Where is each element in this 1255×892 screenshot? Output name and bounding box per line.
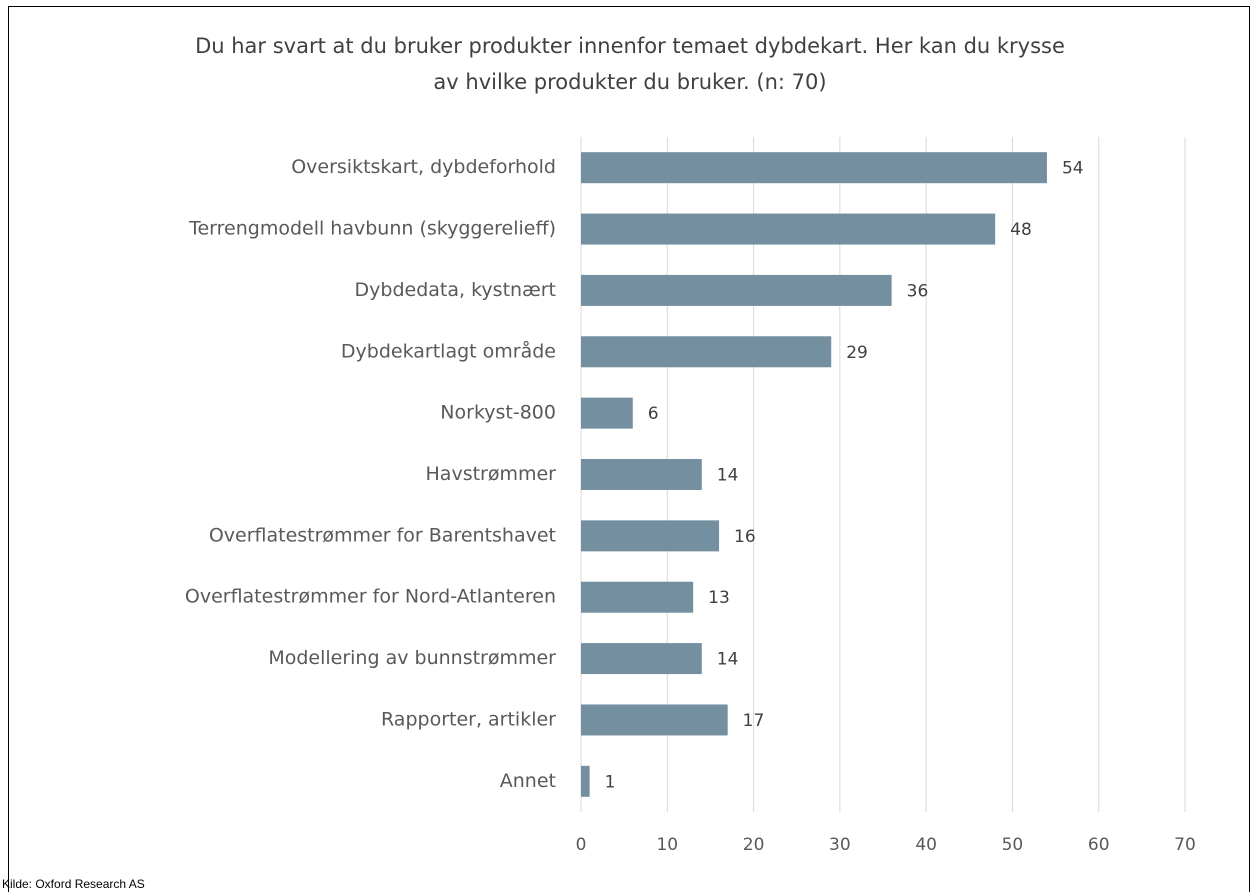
- value-label: 13: [708, 588, 730, 608]
- y-tick-label: Oversiktskart, dybdeforhold: [291, 156, 556, 178]
- y-tick-label: Norkyst-800: [440, 402, 556, 424]
- x-tick-label: 10: [656, 835, 678, 855]
- value-label: 17: [743, 711, 765, 731]
- bar: [581, 704, 728, 736]
- x-tick-label: 60: [1088, 835, 1110, 855]
- source: Kilde: Oxford Research AS: [2, 877, 145, 891]
- value-label: 6: [648, 404, 659, 424]
- x-tick-label: 30: [829, 835, 851, 855]
- value-label: 29: [846, 343, 868, 363]
- y-tick-label: Dybdekartlagt område: [341, 339, 556, 362]
- bar: [581, 152, 1047, 184]
- value-label: 14: [717, 650, 739, 670]
- x-tick-label: 50: [1002, 835, 1024, 855]
- bar: [581, 520, 720, 552]
- y-tick-label: Terrengmodell havbunn (skyggerelieff): [188, 218, 556, 240]
- bar: [581, 397, 633, 429]
- frame: [8, 6, 1250, 892]
- y-tick-label: Modellering av bunnstrømmer: [268, 647, 556, 669]
- bar: [581, 765, 590, 797]
- x-tick-label: 70: [1174, 835, 1196, 855]
- value-label: 14: [717, 466, 739, 486]
- value-label: 54: [1062, 159, 1084, 179]
- bar: [581, 336, 832, 368]
- bar: [581, 213, 996, 245]
- y-tick-label: Dybdedata, kystnært: [355, 279, 556, 301]
- chart-title: av hvilke produkter du bruker. (n: 70): [433, 70, 826, 94]
- y-tick-label: Rapporter, artikler: [381, 708, 556, 730]
- y-tick-label: Overflatestrømmer for Barentshavet: [209, 524, 556, 546]
- chart-title: Du har svart at du bruker produkter inne…: [195, 34, 1065, 58]
- y-tick-label: Overflatestrømmer for Nord-Atlanteren: [185, 586, 556, 608]
- bar: [581, 459, 702, 490]
- value-label: 48: [1010, 220, 1032, 240]
- value-label: 36: [907, 281, 929, 301]
- value-label: 16: [734, 527, 756, 547]
- y-tick-label: Annet: [500, 770, 556, 792]
- bar: [581, 581, 694, 613]
- bar: [581, 274, 892, 306]
- bar: [581, 643, 702, 675]
- x-tick-label: 0: [576, 835, 587, 855]
- y-tick-label: Havstrømmer: [426, 463, 557, 485]
- value-label: 1: [605, 772, 616, 792]
- x-tick-label: 20: [743, 835, 765, 855]
- x-tick-label: 40: [915, 835, 937, 855]
